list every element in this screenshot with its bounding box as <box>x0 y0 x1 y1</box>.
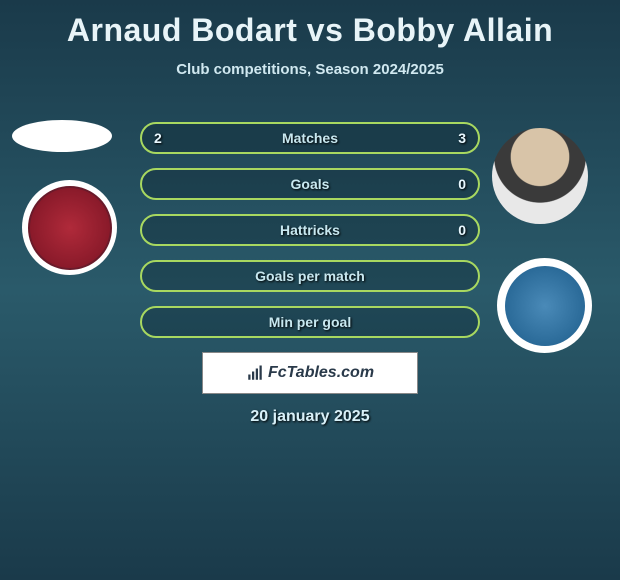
stat-row: Min per goal <box>140 306 480 338</box>
stat-value-right: 0 <box>458 176 466 192</box>
brand-watermark: FcTables.com <box>202 352 418 394</box>
stats-container: 2 Matches 3 Goals 0 Hattricks 0 Goals pe… <box>140 122 480 352</box>
stat-row: Goals 0 <box>140 168 480 200</box>
stat-label: Goals per match <box>142 268 478 284</box>
stat-row: 2 Matches 3 <box>140 122 480 154</box>
stat-label: Hattricks <box>142 222 478 238</box>
subtitle: Club competitions, Season 2024/2025 <box>0 61 620 78</box>
brand-text: FcTables.com <box>268 364 374 382</box>
club-logo-left <box>22 180 117 275</box>
stat-label: Goals <box>142 176 478 192</box>
stat-label: Min per goal <box>142 314 478 330</box>
stat-value-left: 2 <box>154 130 162 146</box>
stat-value-right: 3 <box>458 130 466 146</box>
player-photo-left <box>12 120 112 152</box>
page-title: Arnaud Bodart vs Bobby Allain <box>0 0 620 49</box>
club-logo-right <box>497 258 592 353</box>
stat-value-right: 0 <box>458 222 466 238</box>
stat-label: Matches <box>142 130 478 146</box>
date-text: 20 january 2025 <box>0 408 620 426</box>
chart-icon <box>246 364 264 382</box>
stat-row: Hattricks 0 <box>140 214 480 246</box>
player-photo-right <box>492 128 588 224</box>
stat-row: Goals per match <box>140 260 480 292</box>
